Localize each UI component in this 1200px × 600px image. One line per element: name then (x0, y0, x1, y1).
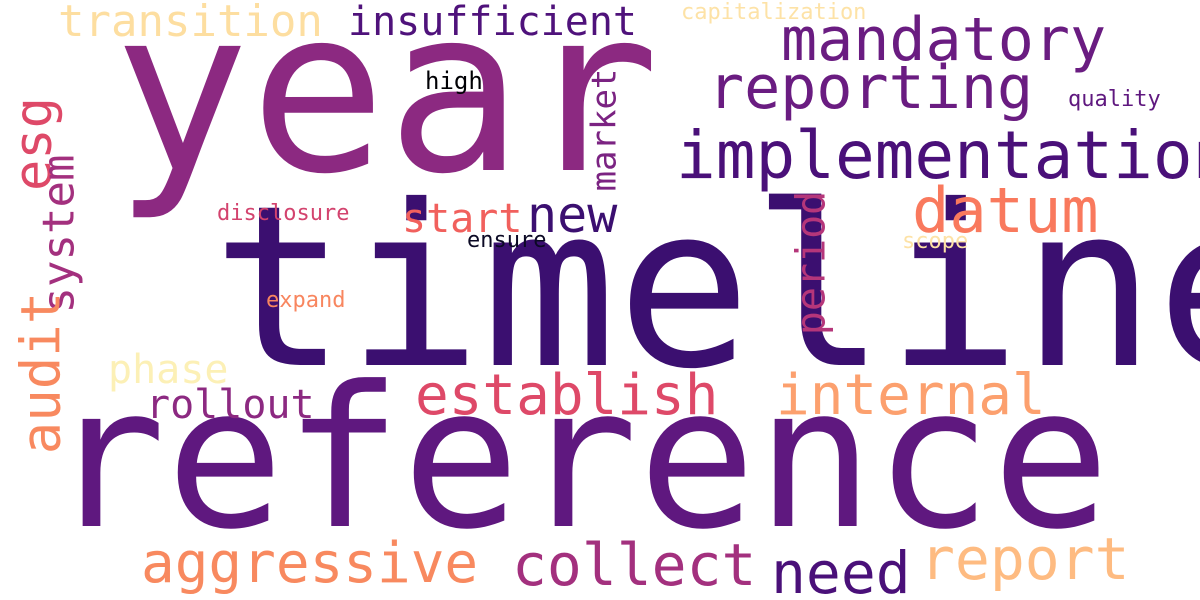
word-implementation: implementation (676, 117, 1200, 194)
word-need: need (771, 539, 911, 600)
word-scope: scope (902, 229, 969, 254)
word-timeline: timeline (212, 157, 1200, 418)
word-report: report (920, 525, 1130, 593)
word-year: year (113, 0, 660, 224)
word-collect: collect (512, 531, 757, 599)
word-insufficient: insufficient (348, 0, 637, 45)
word-disclosure: disclosure (217, 201, 350, 226)
word-system: system (33, 154, 85, 314)
word-datum: datum (912, 174, 1099, 247)
word-audit: audit (9, 291, 73, 455)
word-quality: quality (1068, 87, 1161, 112)
word-capitalization: capitalization (681, 0, 867, 25)
word-market: market (584, 68, 625, 192)
word-high: high (425, 67, 483, 95)
word-internal: internal (776, 363, 1046, 428)
word-aggressive: aggressive (141, 531, 479, 596)
word-expand: expand (266, 288, 346, 313)
word-reporting: reporting (708, 53, 1034, 123)
word-rollout: rollout (146, 382, 315, 428)
word-phase: phase (108, 347, 229, 393)
word-mandatory: mandatory (781, 5, 1107, 75)
word-start: start (402, 196, 523, 242)
word-new: new (527, 186, 618, 244)
word-reference: reference (48, 345, 1111, 573)
word-transition: transition (58, 0, 323, 47)
word-period: period (788, 190, 835, 336)
word-establish: establish (415, 363, 719, 428)
word-ensure: ensure (467, 228, 547, 253)
